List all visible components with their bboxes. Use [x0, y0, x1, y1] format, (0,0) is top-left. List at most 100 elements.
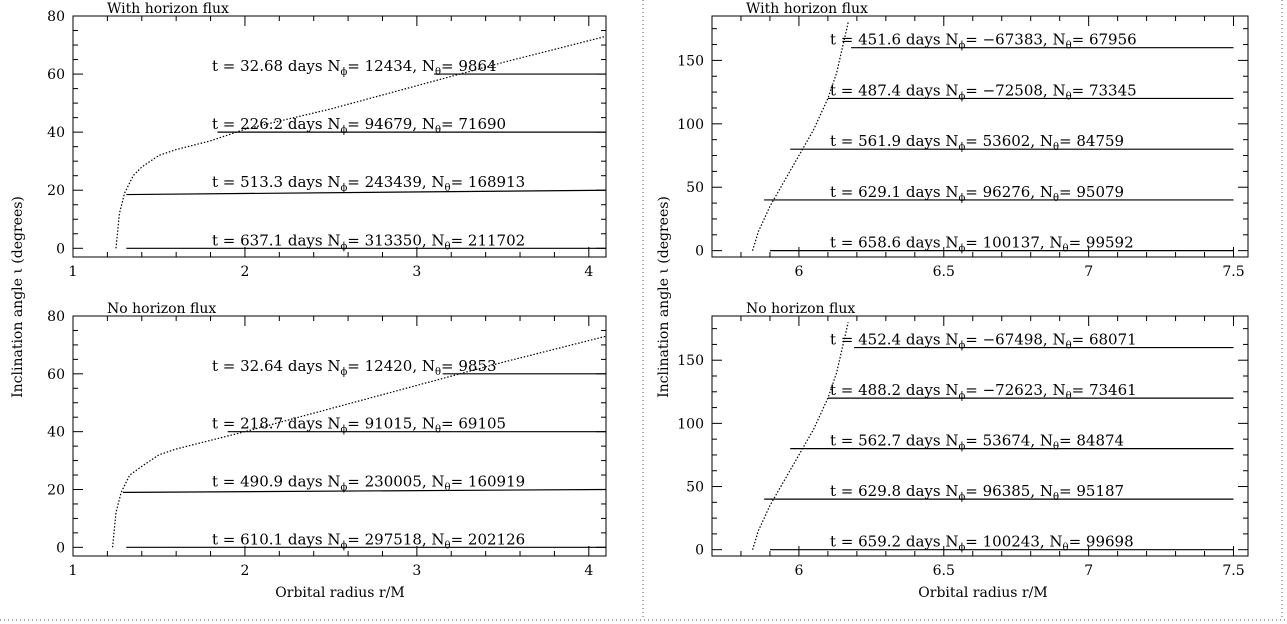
annotation-time: t = 488.2 days N: [830, 381, 958, 399]
annotation-sub-theta: θ: [445, 482, 451, 493]
annotation-nphi: = 12434, N: [347, 57, 435, 75]
annotation-sub-theta: θ: [435, 125, 441, 136]
annotation-sub-phi: ϕ: [958, 391, 965, 402]
p1-annotation-4: t = 658.6 days Nϕ= 100137, Nθ= 99592: [830, 234, 1134, 255]
annotation-sub-phi: ϕ: [340, 425, 347, 436]
p1-annotation-3: t = 629.1 days Nϕ= 96276, Nθ= 95079: [830, 183, 1124, 204]
annotation-ntheta: = 68071: [1072, 331, 1137, 349]
p1-x-tick-label: 6.5: [933, 264, 955, 280]
annotation-time: t = 629.1 days N: [830, 183, 958, 201]
p3-x-tick-label: 6.5: [933, 563, 955, 579]
p1-x-tick-label: 7.5: [1222, 264, 1244, 280]
p2-title: No horizon flux: [107, 301, 216, 317]
annotation-ntheta: = 160919: [451, 472, 526, 490]
p0-frame: [72, 15, 607, 258]
annotation-nphi: = −72508, N: [965, 81, 1065, 99]
annotation-nphi: = 96385, N: [965, 482, 1053, 500]
annotation-nphi: = 100137, N: [965, 234, 1062, 252]
p1-annotation-2: t = 561.9 days Nϕ= 53602, Nθ= 84759: [830, 132, 1124, 153]
annotation-nphi: = −72623, N: [965, 381, 1065, 399]
annotation-nphi: = 94679, N: [347, 115, 435, 133]
p3-trajectory-curve: [751, 322, 849, 550]
p1-frame: [711, 15, 1249, 258]
annotation-sub-theta: θ: [435, 67, 441, 78]
annotation-ntheta: = 95079: [1059, 183, 1124, 201]
annotation-sub-theta: θ: [1063, 543, 1069, 554]
annotation-ntheta: = 73345: [1072, 81, 1137, 99]
annotation-time: t = 32.68 days N: [212, 57, 340, 75]
p2-x-tick-label: 4: [584, 563, 593, 579]
annotation-sub-phi: ϕ: [340, 540, 347, 551]
annotation-sub-phi: ϕ: [340, 183, 347, 194]
annotation-sub-theta: θ: [1053, 142, 1059, 153]
annotation-time: t = 561.9 days N: [830, 132, 958, 150]
annotation-nphi: = −67498, N: [965, 331, 1065, 349]
annotation-ntheta: = 71690: [441, 115, 506, 133]
p3-frame: [711, 315, 1249, 557]
x-axis-title-left: Orbital radius r/M: [275, 585, 404, 601]
annotation-sub-theta: θ: [445, 241, 451, 252]
annotation-nphi: = 313350, N: [347, 231, 444, 249]
annotation-nphi: = 297518, N: [347, 530, 444, 548]
annotation-ntheta: = 67956: [1072, 31, 1137, 49]
annotation-nphi: = 243439, N: [347, 173, 444, 191]
panel-bottom-right: No horizon flux 6 6.5 7 7.5 0 50 100 150 t = 452.…: [677, 301, 1249, 579]
annotation-time: t = 32.64 days N: [212, 357, 340, 375]
p0-trajectory-curve: [115, 35, 607, 249]
annotation-sub-theta: θ: [1063, 244, 1069, 255]
p3-x-tick-label: 7.5: [1222, 563, 1244, 579]
p0-annotation-2: t = 513.3 days Nϕ= 243439, Nθ= 168913: [212, 173, 525, 194]
annotation-time: t = 487.4 days N: [830, 81, 958, 99]
p3-annotation-1: t = 488.2 days Nϕ= −72623, Nθ= 73461: [830, 381, 1137, 402]
annotation-sub-phi: ϕ: [340, 67, 347, 78]
p2-annotation-2: t = 490.9 days Nϕ= 230005, Nθ= 160919: [212, 472, 525, 493]
p0-x-tick-label: 4: [584, 264, 593, 280]
p3-title: No horizon flux: [746, 301, 855, 317]
annotation-sub-theta: θ: [435, 425, 441, 436]
p0-track-1: [126, 189, 607, 196]
annotation-nphi: = 12420, N: [347, 357, 435, 375]
annotation-nphi: = −67383, N: [965, 31, 1065, 49]
p3-y-tick-label: 100: [677, 416, 704, 432]
annotation-nphi: = 230005, N: [347, 472, 444, 490]
p2-y-tick-label: 80: [47, 309, 65, 325]
p0-title: With horizon flux: [107, 1, 229, 17]
p0-y-tick-label: 60: [47, 67, 65, 83]
annotation-ntheta: = 211702: [451, 231, 526, 249]
p3-x-tick-label: 7: [1084, 563, 1093, 579]
annotation-sub-phi: ϕ: [340, 125, 347, 136]
annotation-ntheta: = 73461: [1072, 381, 1137, 399]
annotation-sub-phi: ϕ: [958, 244, 965, 255]
p2-x-tick-label: 3: [412, 563, 421, 579]
p1-y-tick-label: 50: [686, 180, 704, 196]
p0-x-tick-label: 2: [240, 264, 249, 280]
annotation-time: t = 610.1 days N: [212, 530, 340, 548]
annotation-ntheta: = 202126: [451, 530, 526, 548]
annotation-sub-phi: ϕ: [958, 341, 965, 352]
annotation-time: t = 637.1 days N: [212, 231, 340, 249]
p2-annotation-1: t = 218.7 days Nϕ= 91015, Nθ= 69105: [212, 415, 506, 436]
annotation-time: t = 490.9 days N: [212, 472, 340, 490]
p2-x-tick-label: 2: [240, 563, 249, 579]
annotation-sub-theta: θ: [1053, 193, 1059, 204]
p3-x-tick-label: 6: [794, 563, 803, 579]
annotation-sub-theta: θ: [1053, 442, 1059, 453]
p2-y-tick-label: 0: [56, 540, 65, 556]
p2-trajectory-curve: [111, 335, 607, 548]
p2-x-tick-label: 1: [69, 563, 78, 579]
annotation-sub-phi: ϕ: [958, 41, 965, 52]
x-axis-title-right: Orbital radius r/M: [918, 585, 1047, 601]
annotation-sub-theta: θ: [1053, 492, 1059, 503]
p1-y-tick-label: 150: [677, 53, 704, 69]
annotation-ntheta: = 69105: [441, 415, 506, 433]
y-axis-title-left: Inclination angle ι (degrees): [10, 196, 26, 398]
annotation-ntheta: = 168913: [451, 173, 526, 191]
annotation-sub-theta: θ: [1066, 341, 1072, 352]
annotation-time: t = 659.2 days N: [830, 533, 958, 551]
annotation-nphi: = 53674, N: [965, 432, 1053, 450]
annotation-nphi: = 96276, N: [965, 183, 1053, 201]
p0-annotation-0: t = 32.68 days Nϕ= 12434, Nθ= 9864: [212, 57, 497, 78]
annotation-ntheta: = 9853: [441, 357, 497, 375]
annotation-sub-theta: θ: [445, 183, 451, 194]
